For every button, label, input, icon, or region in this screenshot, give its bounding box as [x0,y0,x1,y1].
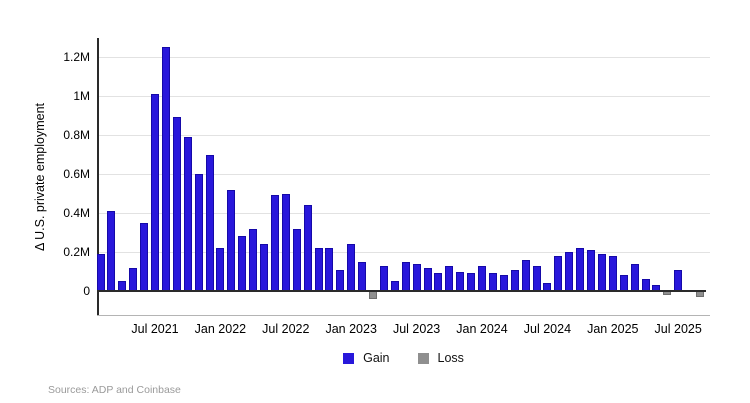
bar-feb-2022 [227,189,236,291]
bar-jul-2021 [151,94,159,291]
bar-jan-2023 [347,244,356,291]
bar-apr-2025 [641,279,650,291]
plot-area [96,38,710,316]
bar-mar-2025 [630,263,639,291]
bar-mar-2022 [238,236,247,291]
bar-jun-2021 [140,222,149,291]
bar-nov-2024 [587,250,595,291]
bar-aug-2023 [423,267,432,291]
bar-apr-2023 [379,265,388,291]
gridline [99,135,710,136]
bar-feb-2025 [619,275,628,291]
bar-jul-2025 [674,269,683,291]
y-tick-label: 1M [73,89,90,103]
bar-feb-2023 [358,261,367,291]
bar-jan-2022 [216,248,225,291]
legend-item-loss: Loss [417,351,464,365]
bar-aug-2024 [554,255,563,291]
bar-jul-2023 [412,263,421,291]
y-tick-label: 0.8M [63,128,90,142]
y-axis-line [97,38,99,316]
bar-may-2023 [390,281,399,291]
bar-nov-2021 [194,174,203,291]
x-tick-label: Jul 2025 [654,322,702,336]
bar-jun-2024 [532,265,541,291]
legend: Gain Loss [97,351,710,365]
bar-mar-2024 [499,275,508,291]
x-tick-label: Jan 2022 [194,322,247,336]
loss-swatch-icon [417,352,429,364]
x-tick-label: Jul 2021 [131,322,179,336]
bar-sep-2023 [434,273,443,291]
bar-aug-2022 [292,228,301,291]
bar-apr-2021 [118,281,127,291]
x-tick-label: Jan 2023 [325,322,377,336]
bar-oct-2024 [576,248,585,291]
y-tick-label: 1.2M [63,50,90,64]
zero-baseline [97,289,706,292]
bar-dec-2022 [336,269,345,291]
bar-nov-2022 [325,248,334,291]
bar-dec-2023 [467,273,476,291]
bar-jun-2022 [270,195,279,291]
legend-label-loss: Loss [437,351,464,365]
y-tick-label: 0.2M [63,245,90,259]
bar-mar-2023 [369,291,377,300]
bar-feb-2024 [488,273,497,291]
x-tick-label: Jul 2023 [392,322,441,336]
y-tick-label: 0.4M [63,206,90,220]
bar-aug-2021 [161,47,170,291]
bar-sep-2022 [303,205,312,291]
gridline [99,174,710,175]
bar-may-2021 [129,267,138,291]
bar-oct-2023 [445,265,454,291]
bar-may-2025 [652,285,661,291]
x-tick-label: Jul 2024 [523,322,572,336]
gain-swatch-icon [343,352,355,364]
gridline [99,213,710,214]
gridline [99,252,710,253]
gridline [99,57,710,58]
bar-jun-2025 [663,291,672,296]
y-tick-label: 0.6M [63,167,90,181]
x-tick-label: Jan 2025 [587,322,639,336]
bar-dec-2021 [205,154,214,291]
bar-apr-2024 [510,269,519,291]
x-tick-label: Jul 2022 [262,322,310,336]
x-axis-frame-line [97,315,710,316]
bar-sep-2021 [172,117,181,291]
y-tick-label: 0 [83,284,90,298]
bar-apr-2022 [249,228,258,291]
bar-may-2022 [260,244,268,291]
bar-may-2024 [521,259,530,291]
legend-label-gain: Gain [363,351,390,365]
bar-feb-2021 [96,253,105,291]
bar-jun-2023 [401,261,410,291]
bar-jan-2024 [478,265,486,291]
bar-oct-2021 [183,136,192,291]
bar-mar-2021 [107,211,116,291]
bar-sep-2025 [696,291,704,298]
x-tick-label: Jan 2024 [456,322,508,336]
bar-sep-2024 [565,252,574,291]
bar-jul-2024 [543,283,552,291]
source-note: Sources: ADP and Coinbase [48,384,181,396]
gridline [99,96,710,97]
bar-jul-2022 [281,193,290,291]
bar-dec-2024 [597,253,606,291]
bar-oct-2022 [314,248,323,291]
bar-nov-2023 [456,271,465,291]
bar-jan-2025 [608,255,617,291]
legend-item-gain: Gain [343,351,390,365]
